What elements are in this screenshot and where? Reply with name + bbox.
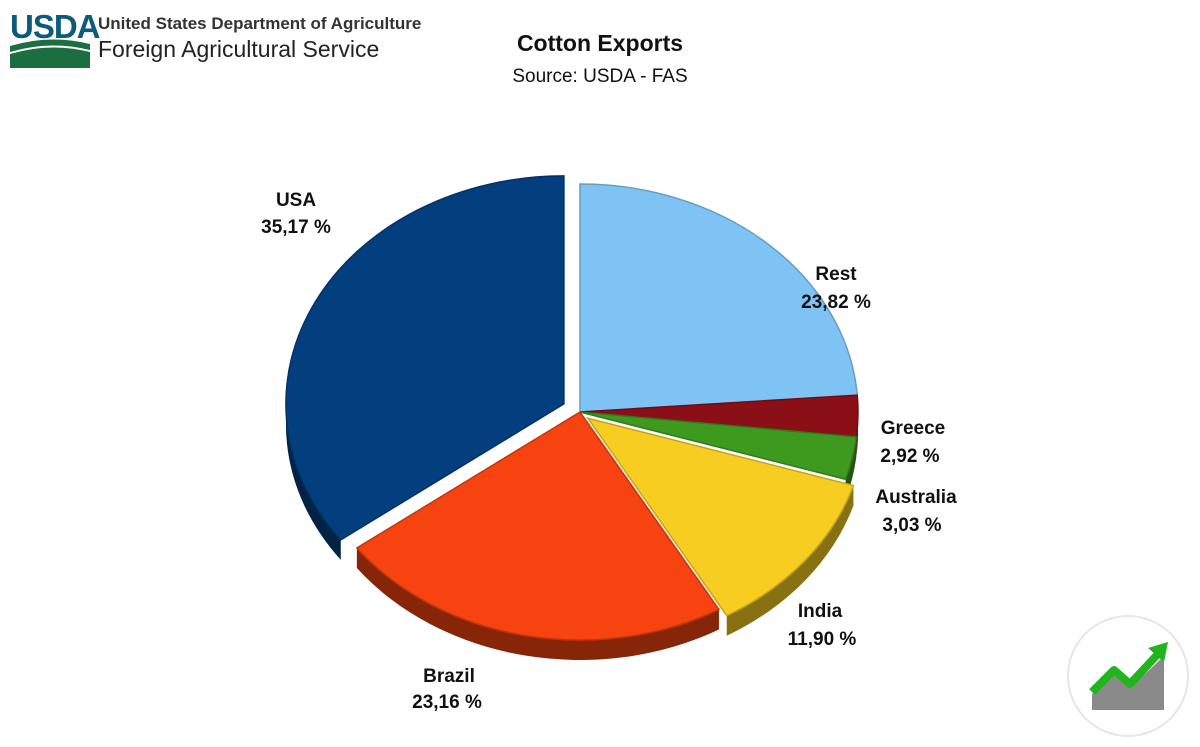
slice-value-label-usa: 35,17 % — [261, 217, 331, 238]
pie-slice-side-brazil — [356, 547, 719, 661]
usda-logo-mark — [10, 39, 90, 68]
usda-logo-text: USDA — [10, 8, 101, 45]
pie-slice-rest — [579, 183, 859, 413]
trending-up-chart-icon — [1067, 615, 1189, 737]
chart-subtitle: Source: USDA - FAS — [512, 66, 688, 87]
slice-category-label-rest: Rest — [815, 264, 857, 285]
slice-category-label-greece: Greece — [881, 418, 945, 439]
org-subname: Foreign Agricultural Service — [98, 36, 380, 62]
pie-slice-brazil — [355, 410, 721, 641]
slice-category-label-brazil: Brazil — [423, 666, 475, 687]
slice-value-label-brazil: 23,16 % — [412, 692, 482, 713]
org-name: United States Department of Agriculture — [98, 14, 422, 33]
pie-slice-side-india — [726, 485, 854, 636]
pie-slice-india — [586, 417, 855, 617]
pie-slice-australia — [579, 411, 858, 481]
slice-category-label-australia: Australia — [875, 487, 957, 508]
slice-value-label-australia: 3,03 % — [882, 515, 941, 536]
slice-category-label-india: India — [798, 601, 843, 622]
slice-category-label-usa: USA — [276, 190, 316, 211]
slice-value-label-india: 11,90 % — [788, 629, 857, 650]
usda-logo-block: USDA United States Department of Agricul… — [10, 8, 450, 70]
slice-value-label-greece: 2,92 % — [880, 446, 939, 467]
slice-value-label-rest: 23,82 % — [801, 292, 871, 313]
pie-slice-usa — [285, 175, 565, 541]
chart-title: Cotton Exports — [516, 30, 684, 56]
